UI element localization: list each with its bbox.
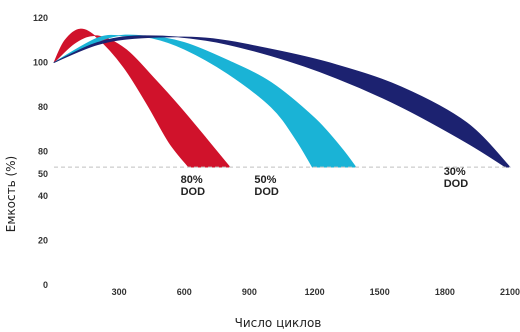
y-tick-label: 50	[38, 169, 48, 179]
capacity-bands	[53, 28, 511, 168]
x-tick-label: 1200	[305, 287, 325, 297]
y-tick-label: 120	[33, 13, 48, 23]
x-tick-label: 1500	[370, 287, 390, 297]
band-label-3-line-2: DOD	[444, 178, 469, 190]
y-tick-label: 100	[33, 58, 48, 68]
x-axis-title: Число циклов	[235, 316, 322, 330]
y-axis-title: Емкость (%)	[4, 156, 18, 232]
band-label-3-line-1: 30%	[444, 166, 466, 178]
y-axis-ticks: 0 20 40 50 80 80 100 120	[33, 13, 48, 290]
x-tick-label: 1800	[435, 287, 455, 297]
y-tick-label: 80	[38, 147, 48, 157]
band-label-1-line-1: 80%	[181, 174, 203, 186]
x-axis-ticks: 300 600 900 1200 1500 1800 2100	[112, 287, 520, 297]
band-label-2-line-1: 50%	[254, 174, 276, 186]
y-tick-label: 20	[38, 236, 48, 246]
x-tick-label: 2100	[500, 287, 520, 297]
band-label-1-line-2: DOD	[181, 186, 206, 198]
band-3	[53, 35, 511, 168]
y-tick-label: 80	[38, 102, 48, 112]
x-tick-label: 600	[177, 287, 192, 297]
x-tick-label: 300	[112, 287, 127, 297]
y-tick-label: 0	[43, 280, 48, 290]
band-label-2-line-2: DOD	[254, 186, 279, 198]
x-tick-label: 900	[242, 287, 257, 297]
y-tick-label: 40	[38, 191, 48, 201]
